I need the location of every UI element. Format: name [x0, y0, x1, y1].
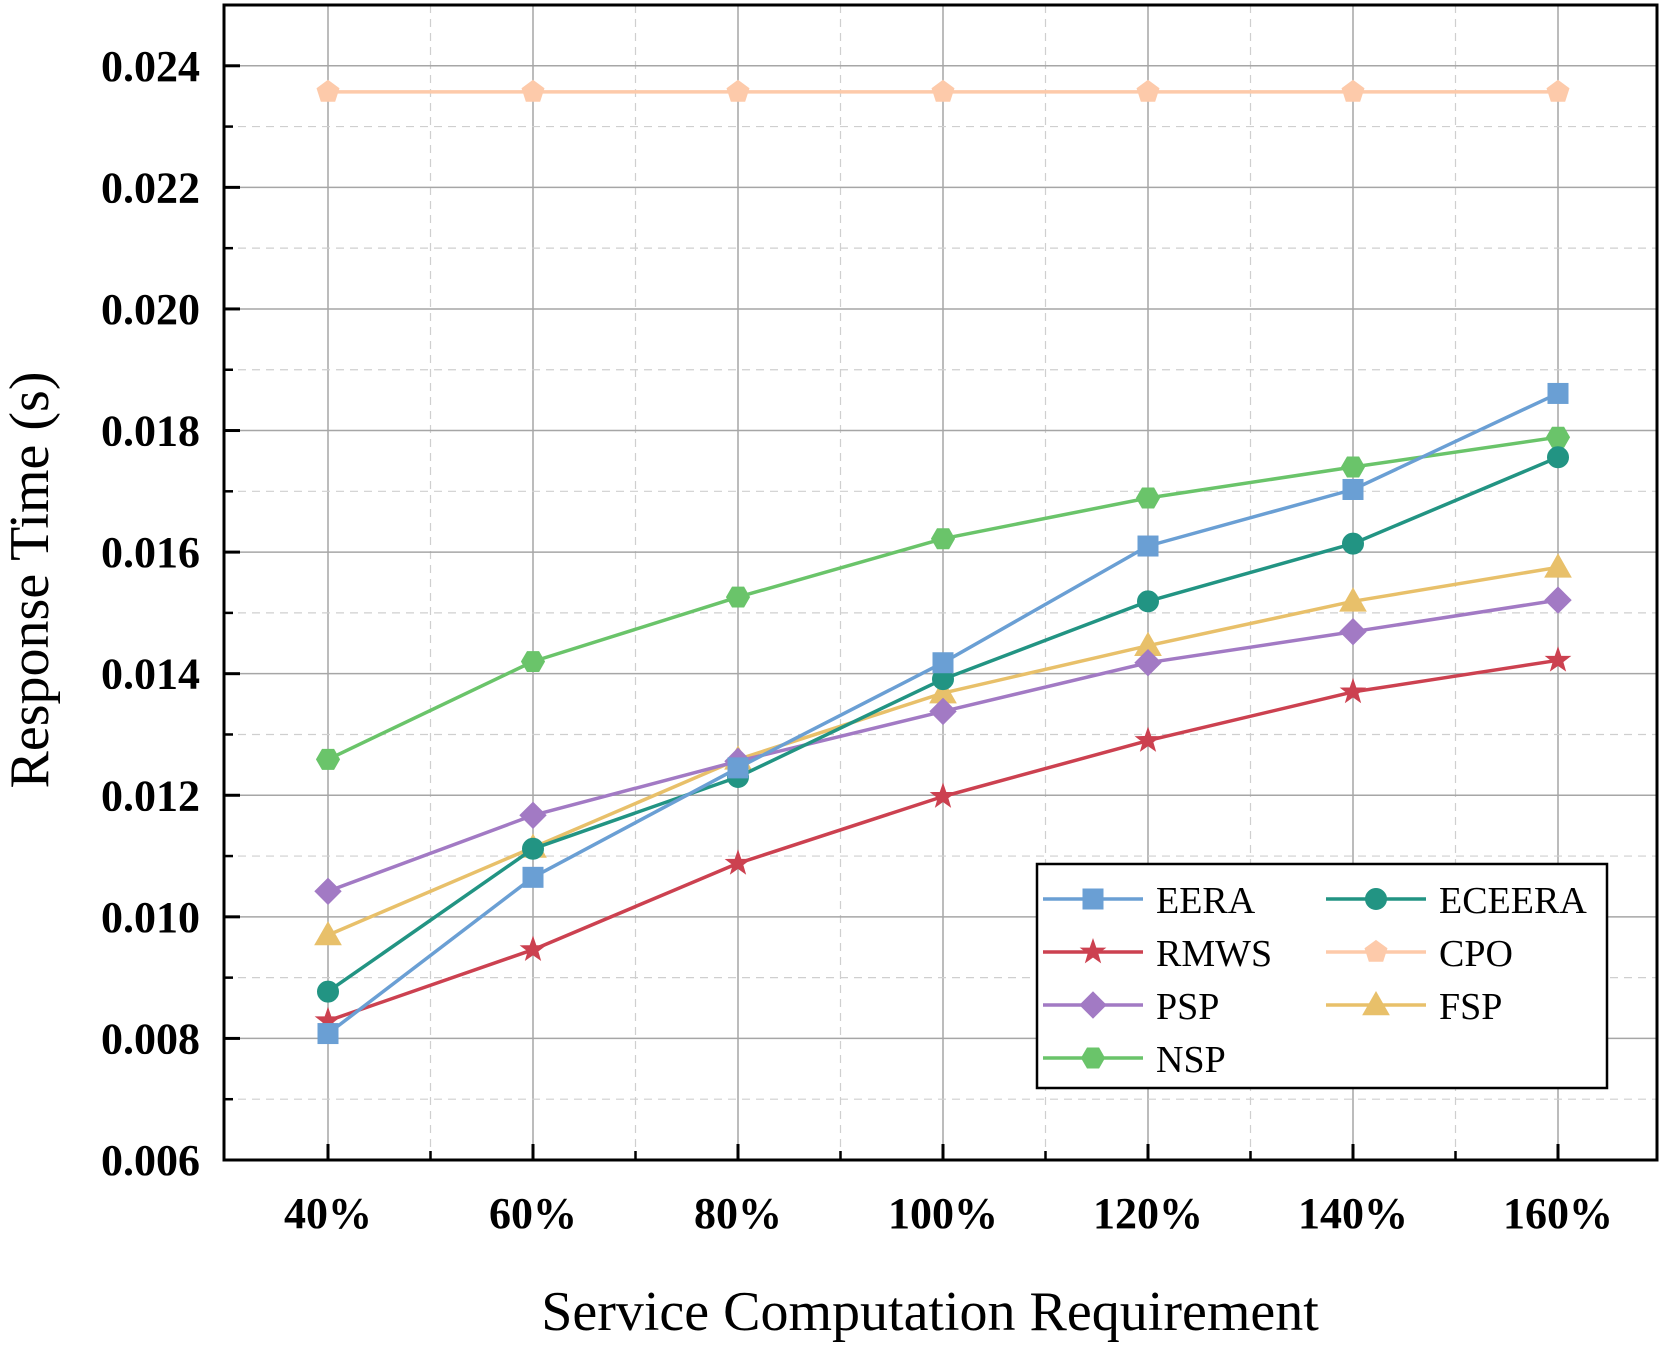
data-point-eceera: [1342, 532, 1364, 555]
legend-marker: [1365, 888, 1387, 910]
legend-box: [1035, 862, 1609, 1090]
data-point-eera: [1547, 382, 1569, 404]
legend-label: ECEERA: [1439, 880, 1587, 922]
legend-item-psp: PSP: [1043, 986, 1219, 1028]
data-point-eera: [1342, 478, 1364, 500]
legend-label: EERA: [1156, 880, 1256, 922]
legend-label: CPO: [1439, 933, 1513, 975]
y-tick-label: 0.012: [101, 771, 200, 820]
x-tick-label: 60%: [489, 1189, 577, 1238]
data-point-nsp: [725, 586, 751, 608]
legend-item-fsp: FSP: [1326, 986, 1502, 1028]
legend-marker: [1079, 991, 1107, 1019]
data-point-eera: [1137, 535, 1159, 557]
data-point-rmws: [929, 782, 957, 808]
x-tick-label: 140%: [1298, 1189, 1408, 1238]
x-tick-label: 80%: [694, 1189, 782, 1238]
data-point-rmws: [1134, 726, 1162, 752]
legend: EERA ECEERA RMWS CPO PSP FSP NSP: [1035, 862, 1609, 1090]
data-point-nsp: [1545, 426, 1571, 448]
legend-item-cpo: CPO: [1326, 933, 1513, 975]
legend-marker: [1082, 888, 1104, 910]
data-point-eera: [317, 1023, 339, 1045]
y-tick-label: 0.010: [101, 893, 200, 942]
data-point-cpo: [1136, 79, 1160, 102]
data-point-fsp: [1544, 553, 1572, 578]
legend-marker: [1080, 1047, 1106, 1069]
data-point-cpo: [726, 79, 750, 102]
data-point-nsp: [520, 651, 546, 672]
legend-label: PSP: [1156, 986, 1219, 1028]
data-point-psp: [1339, 617, 1367, 646]
data-point-cpo: [1341, 79, 1365, 102]
data-point-nsp: [930, 528, 956, 550]
data-point-fsp: [1339, 587, 1367, 612]
data-point-psp: [314, 877, 342, 906]
axes: 40% 60% 80% 100% 120% 140% 160% 0.006 0.008 0.010…: [101, 3, 1659, 1238]
y-tick-label: 0.014: [101, 650, 200, 699]
legend-label: NSP: [1156, 1039, 1226, 1081]
grid: [224, 5, 1657, 1160]
data-point-rmws: [1544, 646, 1572, 672]
legend-marker: [1079, 937, 1107, 964]
y-axis-title: Response Time (s): [0, 372, 61, 789]
x-tick-label: 40%: [284, 1189, 372, 1238]
data-point-nsp: [315, 748, 341, 770]
data-point-psp: [929, 697, 957, 726]
x-axis-title: Service Computation Requirement: [541, 1281, 1319, 1343]
x-tick-label: 100%: [888, 1189, 998, 1238]
series-lines: [314, 79, 1572, 1045]
y-tick-label: 0.022: [101, 163, 200, 212]
data-point-eera: [522, 866, 544, 888]
series-cpo: [316, 79, 1570, 102]
legend-marker: [1362, 990, 1390, 1016]
legend-label: RMWS: [1156, 933, 1272, 975]
y-tick-label: 0.008: [101, 1014, 200, 1063]
legend-marker: [1364, 939, 1388, 962]
y-tick-label: 0.018: [101, 407, 200, 456]
data-point-rmws: [724, 849, 752, 875]
y-tick-label: 0.016: [101, 528, 200, 577]
series-eera: [317, 382, 1569, 1045]
series-nsp: [315, 426, 1571, 770]
legend-label: FSP: [1439, 986, 1502, 1028]
data-point-psp: [519, 801, 547, 830]
data-point-eceera: [1547, 446, 1569, 469]
plot-frame: [222, 3, 1659, 1162]
legend-item-rmws: RMWS: [1043, 933, 1272, 975]
data-point-cpo: [931, 79, 955, 102]
data-point-eceera: [522, 837, 544, 860]
series-rmws: [314, 646, 1572, 1033]
x-tick-label: 160%: [1503, 1189, 1613, 1238]
data-point-eceera: [317, 980, 339, 1003]
legend-item-eceera: ECEERA: [1326, 880, 1587, 922]
data-point-cpo: [1546, 79, 1570, 102]
data-point-nsp: [1340, 456, 1366, 478]
data-point-cpo: [521, 79, 545, 102]
data-point-psp: [1544, 586, 1572, 614]
data-point-psp: [1134, 648, 1162, 677]
data-point-rmws: [1339, 677, 1367, 704]
x-tick-label: 120%: [1093, 1189, 1203, 1238]
data-point-eera: [932, 652, 954, 674]
data-point-cpo: [316, 79, 340, 102]
y-tick-label: 0.024: [101, 42, 200, 91]
data-point-nsp: [1135, 487, 1161, 509]
data-point-eera: [727, 757, 749, 779]
y-tick-label: 0.006: [101, 1136, 200, 1185]
legend-item-eera: EERA: [1043, 880, 1256, 922]
y-tick-label: 0.020: [101, 285, 200, 334]
data-point-fsp: [314, 921, 342, 946]
data-point-rmws: [519, 935, 547, 962]
data-point-eceera: [1137, 590, 1159, 613]
legend-item-nsp: NSP: [1043, 1039, 1226, 1081]
